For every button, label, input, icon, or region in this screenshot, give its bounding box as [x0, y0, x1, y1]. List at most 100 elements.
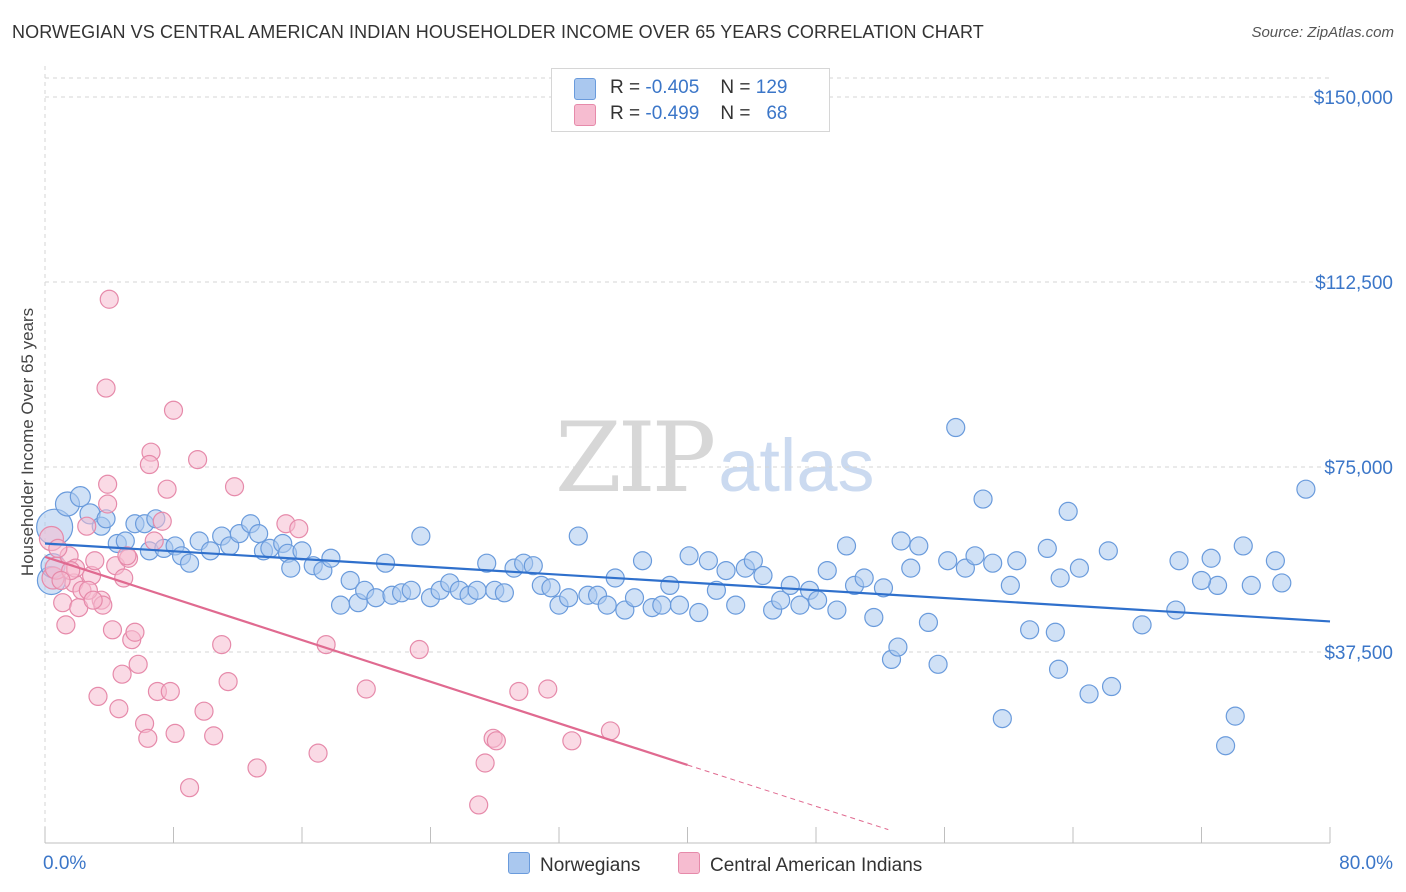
data-point: [224, 477, 245, 497]
data-point: [624, 588, 645, 608]
trend-line-central-american-indians: [44, 555, 688, 767]
data-point: [1101, 676, 1122, 697]
legend-n-label: N =: [720, 103, 751, 124]
data-point: [1132, 615, 1152, 635]
data-point: [771, 590, 791, 610]
data-point: [292, 541, 312, 561]
data-point: [918, 612, 939, 633]
data-point: [96, 378, 116, 398]
bottom-legend-label: Central American Indians: [710, 855, 923, 876]
data-point: [1050, 568, 1070, 588]
data-point: [48, 538, 68, 559]
data-point: [1058, 501, 1078, 521]
data-point: [152, 511, 172, 531]
data-point: [494, 583, 514, 603]
legend-r-label: R =: [610, 77, 641, 98]
data-point: [790, 595, 810, 615]
data-point: [1296, 479, 1316, 499]
data-point: [538, 679, 558, 699]
data-point: [743, 551, 763, 571]
trend-lines: [44, 542, 1331, 831]
data-point: [1225, 706, 1245, 726]
data-point: [187, 450, 208, 470]
data-point: [698, 551, 718, 571]
watermark-atlas: atlas: [718, 424, 875, 507]
data-point: [1201, 548, 1221, 568]
data-point: [486, 731, 506, 751]
legend-n-value: 68: [766, 103, 788, 124]
data-point: [780, 575, 800, 596]
bottom-legend-swatch-pink: [678, 852, 700, 874]
axes: [44, 827, 1331, 844]
data-point: [946, 417, 966, 438]
data-point: [194, 701, 214, 721]
data-point: [401, 580, 421, 600]
data-point: [99, 289, 119, 309]
data-point: [753, 565, 773, 586]
data-point: [1241, 575, 1261, 596]
trend-line-norwegians: [44, 542, 1331, 623]
data-point: [652, 595, 672, 615]
data-point: [928, 654, 948, 674]
y-axis-label: Householder Income Over 65 years: [18, 307, 37, 577]
data-point: [706, 580, 727, 600]
data-point: [1098, 541, 1118, 561]
data-point: [1207, 575, 1228, 596]
data-point: [102, 620, 123, 640]
data-point: [179, 553, 200, 573]
data-point: [160, 681, 180, 702]
data-point: [909, 536, 929, 556]
data-point: [523, 556, 543, 576]
data-point: [808, 590, 828, 610]
data-point: [139, 454, 160, 475]
data-point: [660, 575, 680, 596]
data-point: [289, 519, 309, 539]
data-point: [477, 553, 497, 573]
data-point: [938, 551, 958, 571]
data-point: [716, 560, 736, 581]
data-point: [204, 726, 224, 746]
data-point: [469, 795, 489, 815]
data-point: [51, 570, 71, 591]
data-point: [56, 615, 76, 635]
legend-swatch-pink: [574, 104, 596, 126]
data-point: [356, 679, 376, 699]
data-point: [827, 600, 847, 620]
data-point: [1007, 551, 1027, 571]
data-point: [1045, 622, 1065, 642]
correlation-legend: R = -0.405 N = 129 R = -0.499 N = 68: [551, 68, 830, 132]
data-point: [112, 664, 132, 684]
data-point: [85, 551, 105, 571]
data-point: [128, 654, 148, 674]
data-point: [817, 560, 837, 581]
data-point: [836, 536, 857, 556]
data-point: [965, 546, 985, 566]
data-point: [249, 523, 269, 544]
legend-r-value: -0.405: [645, 77, 700, 98]
data-point: [409, 639, 429, 660]
data-point: [669, 595, 690, 615]
data-point: [330, 595, 351, 615]
bottom-legend-norwegians: Norwegians: [508, 852, 640, 877]
data-point: [88, 686, 108, 707]
data-point: [281, 558, 301, 578]
data-point: [562, 731, 582, 751]
x-tick-label: 0.0%: [43, 853, 86, 874]
data-point: [689, 602, 709, 623]
data-point: [597, 595, 617, 615]
data-point: [138, 728, 158, 748]
data-point: [114, 568, 134, 588]
data-point: [992, 708, 1012, 729]
data-point: [1037, 538, 1057, 559]
data-point: [163, 400, 184, 420]
data-point: [1191, 570, 1212, 591]
data-point: [366, 588, 386, 608]
data-point: [1048, 659, 1069, 679]
y-tick-label: $37,500: [1324, 643, 1393, 664]
data-point: [1020, 620, 1040, 640]
data-point: [891, 531, 911, 551]
data-point: [854, 568, 874, 588]
data-point: [983, 553, 1003, 573]
data-point: [77, 516, 97, 536]
data-point: [559, 588, 579, 608]
